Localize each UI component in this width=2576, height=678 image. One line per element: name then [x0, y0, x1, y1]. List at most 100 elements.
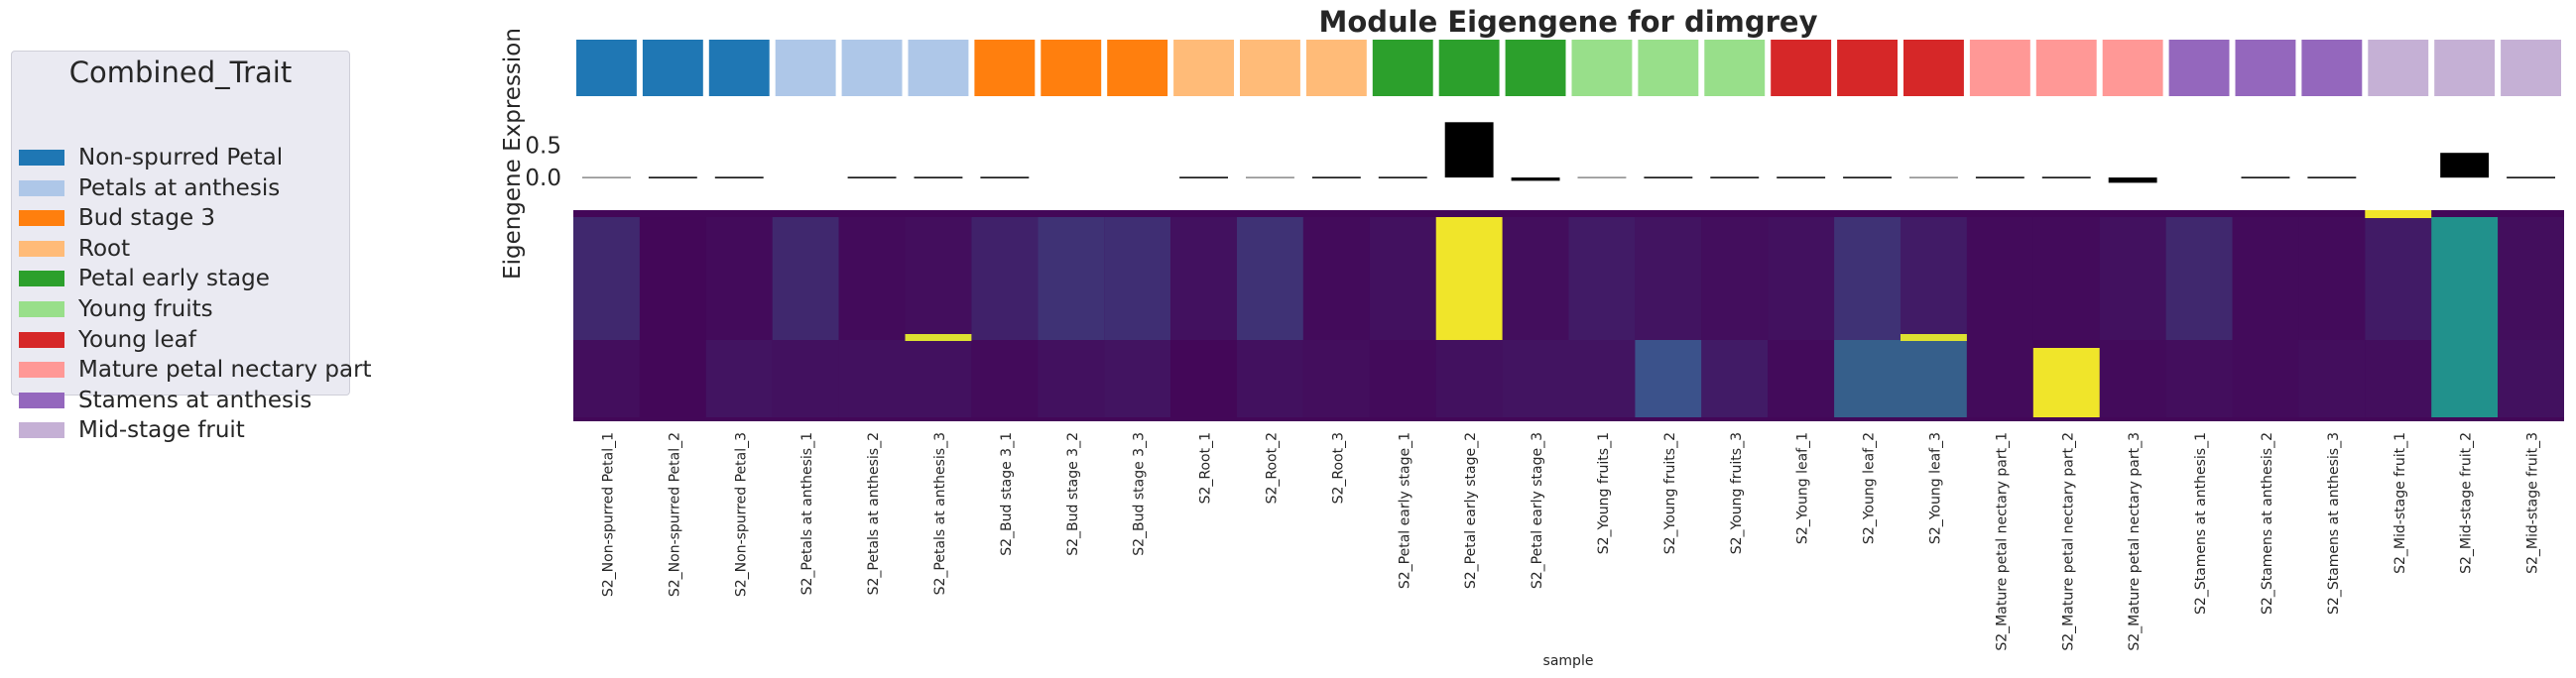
group-swatch-30 — [2501, 40, 2561, 96]
group-swatch-2 — [642, 40, 703, 96]
heatmap-cell-lower-30 — [2498, 340, 2564, 417]
heatmap-cell-upper-24 — [2099, 217, 2166, 340]
sample-label-17: S2_Young fruits_2 — [1662, 432, 1678, 554]
sample-tick-labels: S2_Non-spurred Petal_1 S2_Non-spurred Pet… — [601, 432, 2541, 651]
heatmap-cell-upper-9 — [1104, 217, 1171, 340]
legend-entry: Stamens at anthesis — [19, 386, 311, 415]
heatmap-cell-lower-13 — [1369, 340, 1436, 417]
sample-label-30: S2_Mid-stage fruit_3 — [2525, 432, 2541, 574]
sample-label-12: S2_Root_3 — [1330, 432, 1346, 504]
group-swatch-14 — [1438, 40, 1500, 96]
legend-label: Young fruits — [78, 296, 213, 322]
heatmap-cell-upper-12 — [1302, 217, 1370, 340]
eigengene-bar-29 — [2440, 153, 2490, 178]
sample-label-16: S2_Young fruits_1 — [1596, 432, 1612, 554]
eigengene-bar-20 — [1843, 176, 1892, 178]
group-swatch-15 — [1505, 40, 1566, 96]
heatmap-cell-lower-6 — [905, 340, 972, 417]
legend-label: Mid-stage fruit — [78, 417, 245, 444]
heatmap-cell-lower-15 — [1502, 340, 1569, 417]
heatmap-cell-upper-2 — [639, 217, 706, 340]
group-swatch-7 — [974, 40, 1036, 96]
heatmap-cell-upper-1 — [573, 217, 640, 340]
legend-label: Stamens at anthesis — [78, 387, 312, 413]
eigengene-bar-22 — [1975, 176, 2024, 178]
sample-label-5: S2_Petals at anthesis_2 — [866, 432, 882, 595]
heatmap-cell-lower-27 — [2298, 340, 2366, 417]
legend-swatch — [19, 422, 64, 439]
bar-ytick-label: 0.0 — [525, 166, 561, 191]
sample-label-26: S2_Stamens at anthesis_2 — [2260, 432, 2275, 615]
heatmap-cell-lower-8 — [1038, 340, 1105, 417]
sample-label-15: S2_Petal early stage_3 — [1530, 432, 1545, 589]
group-swatch-25 — [2168, 40, 2230, 96]
legend-label: Root — [78, 235, 131, 262]
heatmap-cell-upper-4 — [772, 217, 839, 340]
legend-label: Petal early stage — [78, 266, 270, 292]
group-swatch-18 — [1704, 40, 1766, 96]
legend-swatch — [19, 150, 64, 166]
heatmap-cell-lower-18 — [1701, 340, 1769, 417]
eigengene-bar-6 — [914, 176, 963, 178]
heatmap-cell-lower-5 — [838, 340, 906, 417]
heatmap-high-block — [1901, 334, 1967, 341]
eigengene-bar-12 — [1311, 176, 1361, 178]
heatmap-cell-upper-30 — [2498, 217, 2564, 340]
legend-entry: Mature petal nectary part — [19, 355, 372, 385]
heatmap-cell-upper-28 — [2365, 217, 2432, 340]
group-swatch-1 — [576, 40, 637, 96]
heatmap-cell-lower-22 — [1966, 340, 2033, 417]
eigengene-bar-24 — [2108, 177, 2157, 183]
heatmap-cell-lower-14 — [1435, 340, 1503, 417]
group-swatch-16 — [1571, 40, 1633, 96]
group-swatch-6 — [908, 40, 969, 96]
sample-label-27: S2_Stamens at anthesis_3 — [2326, 432, 2342, 615]
legend-label: Bud stage 3 — [78, 205, 216, 232]
group-swatch-28 — [2368, 40, 2429, 96]
eigengene-bar-21 — [1909, 176, 1958, 178]
sample-label-10: S2_Root_1 — [1198, 432, 1214, 504]
eigengene-bar-11 — [1246, 176, 1294, 178]
group-swatch-17 — [1638, 40, 1699, 96]
x-axis-label: sample — [1543, 653, 1594, 669]
heatmap-cell-upper-3 — [705, 217, 773, 340]
eigengene-bar-26 — [2241, 176, 2290, 178]
heatmap-cell-upper-10 — [1170, 217, 1237, 340]
heatmap-cell-lower-19 — [1768, 340, 1835, 417]
group-swatch-9 — [1107, 40, 1168, 96]
heatmap-cell-lower-24 — [2099, 340, 2166, 417]
heatmap-cell-upper-22 — [1966, 217, 2033, 340]
sample-label-11: S2_Root_2 — [1265, 432, 1281, 504]
group-swatch-21 — [1903, 40, 1964, 96]
sample-label-14: S2_Petal early stage_2 — [1463, 432, 1479, 589]
sample-label-25: S2_Stamens at anthesis_1 — [2193, 432, 2209, 615]
legend-swatch — [19, 392, 64, 408]
legend-entry: Petals at anthesis — [19, 173, 280, 203]
legend-swatch — [19, 331, 64, 348]
group-swatch-12 — [1305, 40, 1367, 96]
legend-entry: Bud stage 3 — [19, 203, 215, 233]
heatmap-cell-lower-26 — [2232, 340, 2299, 417]
group-color-strip — [576, 40, 2561, 96]
legend-swatch — [19, 210, 64, 227]
group-swatch-11 — [1240, 40, 1300, 96]
eigengene-bar-27 — [2307, 176, 2357, 178]
heatmap-cell-upper-16 — [1568, 217, 1636, 340]
eigengene-bar-2 — [648, 176, 697, 178]
heatmap-high-block — [1435, 217, 1503, 340]
legend-swatch — [19, 301, 64, 317]
eigengene-bar-5 — [847, 176, 897, 178]
sample-label-21: S2_Young leaf_3 — [1928, 432, 1944, 544]
heatmap-cell-upper-15 — [1502, 217, 1569, 340]
group-swatch-20 — [1837, 40, 1898, 96]
group-swatch-13 — [1372, 40, 1433, 96]
legend-label: Mature petal nectary part — [78, 357, 372, 384]
heatmap-cell-lower-17 — [1635, 340, 1702, 417]
sample-label-19: S2_Young leaf_1 — [1795, 432, 1811, 544]
heatmap-cell-lower-21 — [1901, 340, 1967, 417]
heatmap-cell-lower-28 — [2365, 340, 2432, 417]
group-swatch-22 — [1969, 40, 2030, 96]
bar-ytick-label: 0.5 — [525, 133, 561, 159]
heatmap-cell-lower-25 — [2165, 340, 2233, 417]
eigengene-bar-19 — [1777, 176, 1826, 178]
